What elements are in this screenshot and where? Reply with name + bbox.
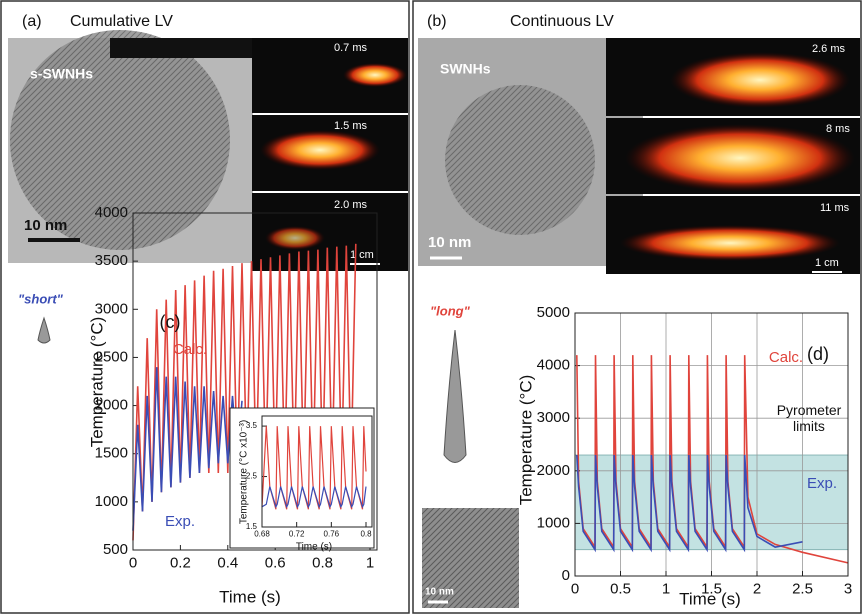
panel-label: (b) — [427, 13, 447, 30]
plume — [625, 124, 855, 192]
panel-frame — [0, 0, 410, 614]
x-axis-label: Time (s) — [679, 589, 741, 608]
target-shape — [443, 329, 467, 463]
frame-scale: 1 cm — [350, 249, 374, 261]
y-axis-label: Temperature (°C) — [87, 317, 106, 448]
plume — [670, 52, 850, 108]
y-tick-label: 1.5 — [246, 522, 258, 531]
y-axis-label: Temperature (°C x10⁻³) — [239, 420, 250, 524]
y-tick-label: 1000 — [95, 493, 128, 510]
x-tick-label: 0.72 — [289, 529, 305, 538]
x-axis-label: Time (s) — [219, 587, 281, 606]
y-tick-label: 3.5 — [246, 421, 258, 430]
tem-inset — [422, 508, 519, 608]
tem-label: SWNHs — [440, 61, 491, 77]
x-tick-label: 0.68 — [254, 529, 270, 538]
annotation: Calc. — [173, 341, 207, 358]
x-tick-label: 0.5 — [610, 580, 631, 597]
y-tick-label: 3000 — [95, 300, 128, 317]
panel-label: (a) — [22, 13, 42, 30]
x-tick-label: 3 — [844, 580, 852, 597]
frame-scale: 1 cm — [815, 257, 839, 269]
panel-title: Cumulative LV — [70, 13, 173, 30]
y-tick-label: 2000 — [95, 397, 128, 414]
plume — [343, 63, 407, 87]
x-tick-label: 0 — [129, 554, 137, 571]
frame-time: 8 ms — [826, 123, 850, 135]
x-axis-label: Time (s) — [296, 542, 332, 553]
frame-time: 2.0 ms — [334, 199, 368, 211]
annotation: Exp. — [807, 475, 837, 492]
tem-label: s-SWNHs — [30, 66, 93, 82]
data-line — [576, 454, 803, 553]
y-axis-label: Temperature (°C) — [516, 375, 535, 506]
x-tick-label: 0.8 — [312, 554, 333, 571]
x-tick-label: 0.6 — [265, 554, 286, 571]
shape-label: "short" — [18, 291, 64, 306]
panel-label: (c) — [160, 312, 181, 332]
x-tick-label: 1 — [662, 580, 670, 597]
tem-particle — [10, 30, 230, 250]
data-line — [132, 367, 243, 531]
plot-frame — [132, 212, 378, 551]
y-tick-label: 500 — [103, 541, 128, 558]
scale-bar-label: 10 nm — [425, 587, 454, 598]
plume — [620, 225, 840, 261]
x-tick-label: 0.76 — [324, 529, 340, 538]
frame-time: 0.7 ms — [334, 42, 368, 54]
annotation: Pyrometer limits — [776, 402, 842, 434]
plot-frame — [574, 312, 849, 577]
plume — [265, 226, 325, 250]
panel-label: (d) — [807, 344, 829, 364]
y-tick-label: 0 — [562, 567, 570, 584]
data-line — [576, 355, 849, 564]
tem-particle — [445, 85, 595, 235]
y-tick-label: 2.5 — [246, 472, 258, 481]
frame-time: 11 ms — [820, 202, 850, 214]
y-tick-label: 1500 — [95, 445, 128, 462]
frame-time: 1.5 ms — [334, 120, 368, 132]
y-tick-label: 1000 — [537, 514, 570, 531]
target-shape — [37, 316, 51, 344]
scale-bar-label: 10 nm — [428, 234, 471, 251]
shape-label: "long" — [430, 303, 471, 318]
y-tick-label: 2500 — [95, 348, 128, 365]
plot-frame — [261, 415, 373, 528]
y-tick-label: 4000 — [95, 204, 128, 221]
x-tick-label: 0 — [571, 580, 579, 597]
panel-frame — [412, 0, 862, 614]
image-band — [110, 38, 252, 58]
frame-time: 2.6 ms — [812, 43, 846, 55]
y-tick-label: 4000 — [537, 357, 570, 374]
annotation: Calc. — [769, 349, 803, 366]
x-tick-label: 1 — [366, 554, 374, 571]
x-tick-label: 0.4 — [217, 554, 238, 571]
x-tick-label: 0.2 — [170, 554, 191, 571]
x-tick-label: 2.5 — [792, 580, 813, 597]
x-tick-label: 1.5 — [701, 580, 722, 597]
annotation: Exp. — [165, 513, 195, 530]
scale-bar-label: 10 nm — [24, 217, 67, 234]
y-tick-label: 2000 — [537, 462, 570, 479]
panel-title: Continuous LV — [510, 13, 614, 30]
x-tick-label: 0.8 — [360, 529, 372, 538]
y-tick-label: 3500 — [95, 252, 128, 269]
y-tick-label: 5000 — [537, 304, 570, 321]
x-tick-label: 2 — [753, 580, 761, 597]
data-line — [261, 486, 367, 509]
plume — [260, 130, 380, 170]
y-tick-label: 3000 — [537, 409, 570, 426]
